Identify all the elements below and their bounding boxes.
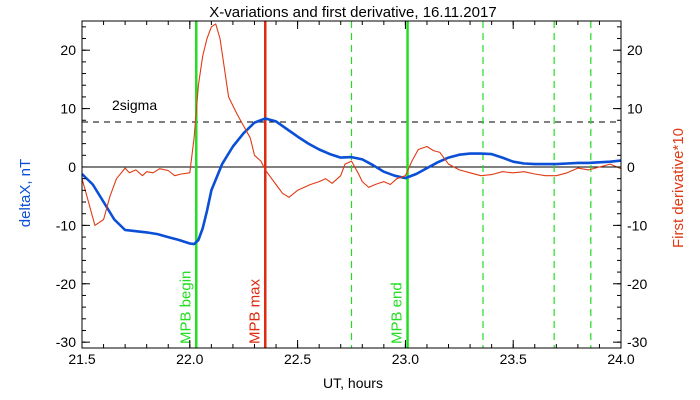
y-tick-label-left: -30 <box>56 334 76 350</box>
y-tick-label-left: 0 <box>68 159 76 175</box>
x-tick-label: 23.5 <box>500 351 527 367</box>
y-tick-label-right: -20 <box>627 276 647 292</box>
vline-label-mpb-max: MPB max <box>246 278 263 344</box>
y-tick-label-right: 20 <box>627 42 643 58</box>
vline-label-mpb-begin: MPB begin <box>177 271 194 344</box>
x-tick-label: 21.5 <box>68 351 95 367</box>
series-deltax-line <box>81 117 622 246</box>
x-tick-label: 22.5 <box>284 351 311 367</box>
y-tick-label-right: 10 <box>627 101 643 117</box>
right-y-axis-label: First derivative*10 <box>670 128 687 248</box>
x-tick-label: 23.0 <box>392 351 419 367</box>
y-tick-label-left: -10 <box>56 217 76 233</box>
plot-frame <box>81 20 622 349</box>
plot-area: 2sigma MPB begin MPB max MPB end 21.5 22.0 22.… <box>56 20 647 367</box>
x-tick-label: 22.0 <box>176 351 203 367</box>
chart-title: X-variations and first derivative, 16.11… <box>209 4 496 21</box>
y-tick-label-right: -10 <box>627 217 647 233</box>
y-tick-label-left: 10 <box>60 101 76 117</box>
vline-label-mpb-end: MPB end <box>389 282 406 344</box>
y-tick-label-right: -30 <box>627 334 647 350</box>
left-y-axis-label: deltaX, nT <box>17 159 34 227</box>
x-axis-label: UT, hours <box>323 375 383 391</box>
y-tick-label-left: -20 <box>56 276 76 292</box>
x-tick-label: 24.0 <box>607 351 634 367</box>
sigma-label: 2sigma <box>112 97 157 113</box>
series-derivative-line <box>81 23 622 226</box>
y-tick-label-right: 0 <box>627 159 635 175</box>
y-tick-label-left: 20 <box>60 42 76 58</box>
